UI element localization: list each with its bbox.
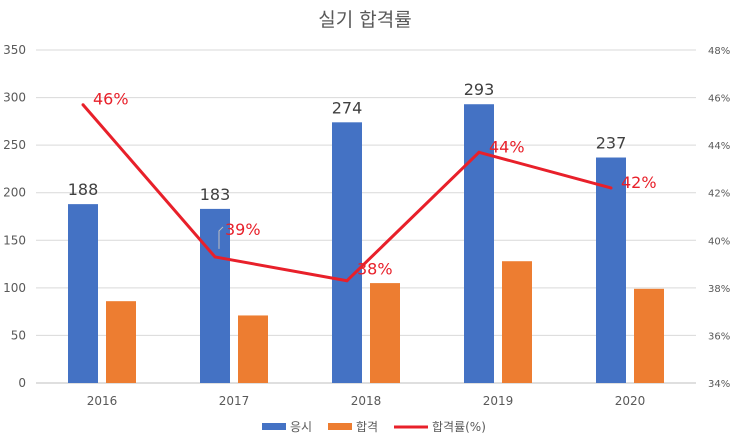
y-tick-left: 200 xyxy=(3,186,26,200)
x-tick-label: 2017 xyxy=(219,394,250,408)
bar-value-label: 188 xyxy=(68,180,99,199)
data-labels-layer: 188 183 274 293 237 46% 39% 38% 44% 42% xyxy=(68,80,657,278)
bar-value-label: 237 xyxy=(596,134,627,153)
rate-point xyxy=(345,279,349,283)
bar-passed xyxy=(370,283,400,383)
line-layer xyxy=(81,103,613,283)
bar-applicants xyxy=(332,122,362,384)
y-tick-right: 42% xyxy=(708,189,730,200)
grid-layer xyxy=(36,49,696,384)
y-tick-left: 150 xyxy=(3,233,26,247)
rate-point xyxy=(81,103,85,107)
y-tick-right: 46% xyxy=(708,94,730,105)
legend-swatch xyxy=(328,423,352,430)
bar-applicants xyxy=(596,157,626,383)
y-axis-right: 34% 36% 38% 40% 42% 44% 46% 48% xyxy=(708,46,730,390)
bars-layer xyxy=(68,104,664,384)
rate-point xyxy=(477,150,481,154)
y-tick-left: 50 xyxy=(11,328,26,342)
legend-label: 응시 xyxy=(290,420,312,434)
x-tick-label: 2020 xyxy=(615,394,646,408)
x-tick-label: 2016 xyxy=(87,394,118,408)
rate-point xyxy=(609,186,613,190)
y-tick-right: 34% xyxy=(708,379,730,390)
y-tick-right: 48% xyxy=(708,46,730,57)
rate-value-label: 39% xyxy=(225,220,261,239)
legend-swatch xyxy=(262,423,286,430)
y-tick-left: 350 xyxy=(3,43,26,57)
bar-applicants xyxy=(68,204,98,383)
rate-value-label: 42% xyxy=(621,173,657,192)
label-leader xyxy=(218,226,224,249)
y-tick-left: 100 xyxy=(3,281,26,295)
y-tick-left: 250 xyxy=(3,138,26,152)
bar-passed xyxy=(502,261,532,383)
rate-value-label: 44% xyxy=(489,137,525,156)
y-tick-left: 0 xyxy=(18,376,26,390)
bar-applicants xyxy=(200,208,230,383)
bar-applicants xyxy=(464,104,494,383)
y-tick-left: 300 xyxy=(3,91,26,105)
rate-point xyxy=(213,255,217,259)
bar-passed xyxy=(238,315,268,383)
bar-value-label: 293 xyxy=(464,80,495,99)
bar-passed xyxy=(106,301,136,383)
x-axis: 2016 2017 2018 2019 2020 xyxy=(87,394,646,408)
x-tick-label: 2018 xyxy=(351,394,382,408)
chart-title: 실기 합격률 xyxy=(318,9,411,31)
y-tick-right: 38% xyxy=(708,284,730,295)
y-tick-right: 44% xyxy=(708,141,730,152)
bar-passed xyxy=(634,288,664,383)
bar-value-label: 183 xyxy=(200,185,231,204)
legend: 응시 합격 합격률(%) xyxy=(262,420,486,434)
bar-value-label: 274 xyxy=(332,98,363,117)
y-tick-right: 40% xyxy=(708,236,730,247)
y-tick-right: 36% xyxy=(708,331,730,342)
y-axis-left: 0 50 100 150 200 250 300 350 xyxy=(3,43,26,390)
legend-label: 합격률(%) xyxy=(432,420,486,434)
x-tick-label: 2019 xyxy=(483,394,514,408)
legend-label: 합격 xyxy=(356,420,378,434)
rate-value-label: 46% xyxy=(93,90,129,109)
rate-value-label: 38% xyxy=(357,260,393,279)
